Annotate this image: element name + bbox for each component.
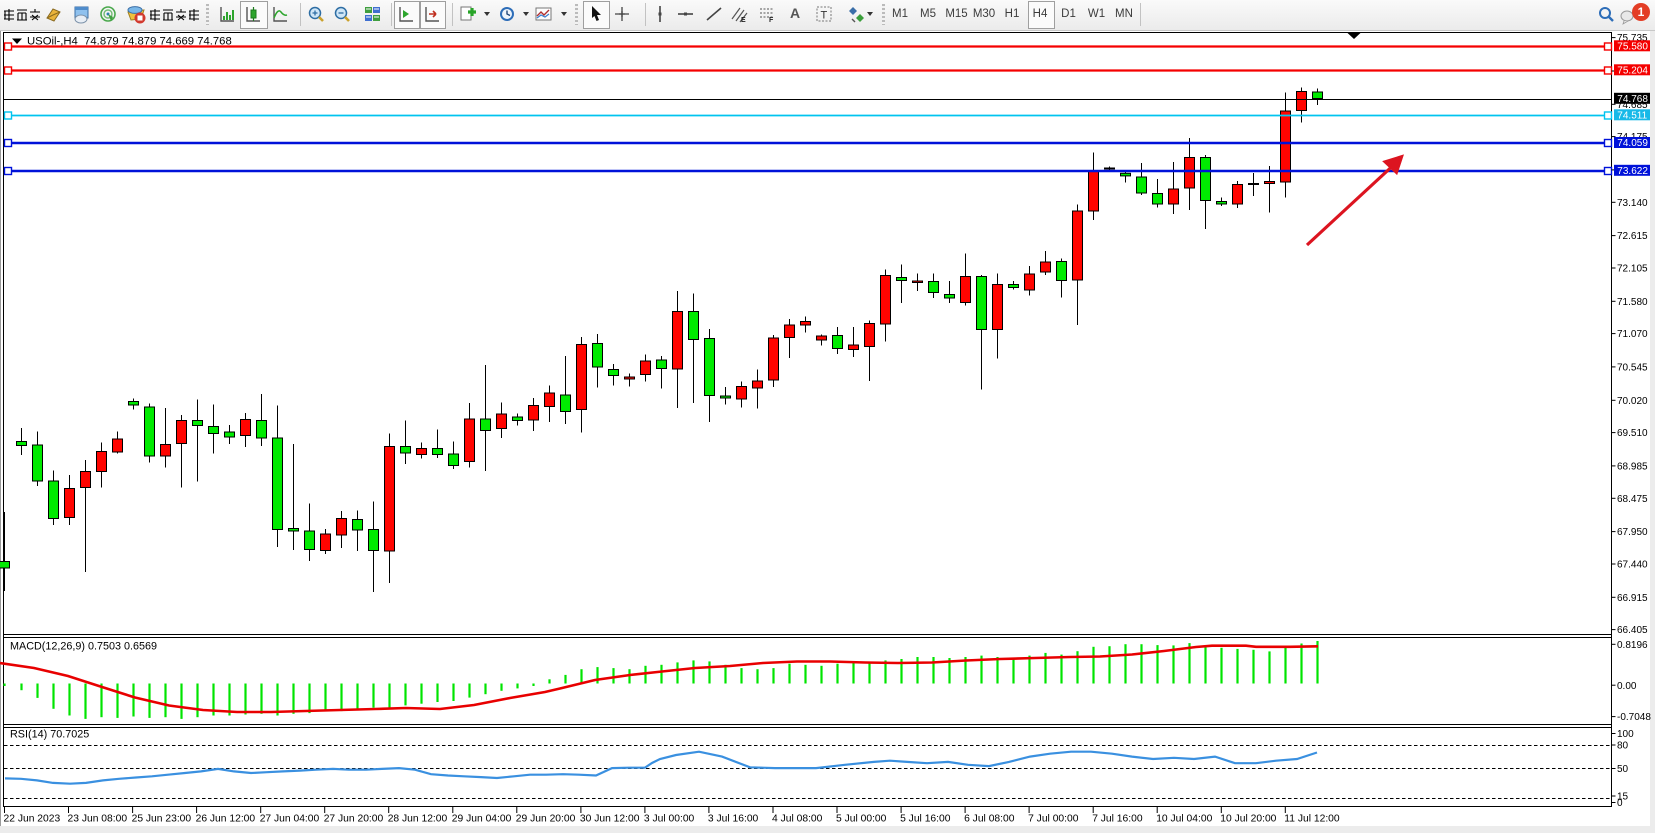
svg-text:28 Jun 12:00: 28 Jun 12:00 <box>388 814 448 825</box>
svg-text:72.105: 72.105 <box>1617 264 1648 275</box>
svg-text:4 Jul 08:00: 4 Jul 08:00 <box>772 814 823 825</box>
svg-text:74.685: 74.685 <box>1617 100 1648 111</box>
svg-text:22 Jun 2023: 22 Jun 2023 <box>4 814 61 825</box>
svg-text:66.405: 66.405 <box>1617 625 1648 636</box>
svg-text:66.915: 66.915 <box>1617 593 1648 604</box>
svg-text:75.735: 75.735 <box>1617 33 1648 44</box>
svg-text:75.580: 75.580 <box>1617 42 1648 53</box>
svg-text:5 Jul 16:00: 5 Jul 16:00 <box>900 814 951 825</box>
svg-text:26 Jun 12:00: 26 Jun 12:00 <box>196 814 256 825</box>
svg-text:25 Jun 23:00: 25 Jun 23:00 <box>132 814 192 825</box>
svg-text:68.475: 68.475 <box>1617 494 1648 505</box>
svg-text:69.510: 69.510 <box>1617 428 1648 439</box>
svg-text:10 Jul 04:00: 10 Jul 04:00 <box>1156 814 1212 825</box>
svg-text:6 Jul 08:00: 6 Jul 08:00 <box>964 814 1015 825</box>
svg-text:71.070: 71.070 <box>1617 329 1648 340</box>
svg-text:3 Jul 00:00: 3 Jul 00:00 <box>644 814 695 825</box>
svg-text:74.059: 74.059 <box>1617 138 1648 149</box>
svg-text:0.00: 0.00 <box>1617 681 1637 692</box>
svg-text:-0.7048: -0.7048 <box>1617 712 1651 723</box>
svg-text:71.580: 71.580 <box>1617 297 1648 308</box>
svg-text:27 Jun 20:00: 27 Jun 20:00 <box>324 814 384 825</box>
svg-text:7 Jul 16:00: 7 Jul 16:00 <box>1092 814 1143 825</box>
svg-text:74.768: 74.768 <box>1617 94 1648 105</box>
svg-text:75.204: 75.204 <box>1617 66 1648 77</box>
svg-text:T: T <box>821 10 828 22</box>
svg-text:100: 100 <box>1617 729 1634 740</box>
svg-text:5 Jul 00:00: 5 Jul 00:00 <box>836 814 887 825</box>
svg-text:70.020: 70.020 <box>1617 396 1648 407</box>
svg-text:50: 50 <box>1617 764 1629 775</box>
svg-text:0.8196: 0.8196 <box>1617 640 1648 651</box>
svg-text:0: 0 <box>1617 798 1623 809</box>
svg-text:RSI(14) 70.7025: RSI(14) 70.7025 <box>10 729 89 741</box>
svg-text:USOil-,H4 74.879 74.879 74.66: USOil-,H4 74.879 74.879 74.669 74.768 <box>27 36 232 48</box>
svg-text:27 Jun 04:00: 27 Jun 04:00 <box>260 814 320 825</box>
svg-text:7 Jul 00:00: 7 Jul 00:00 <box>1028 814 1079 825</box>
svg-text:70.545: 70.545 <box>1617 363 1648 374</box>
svg-text:74.511: 74.511 <box>1617 111 1647 122</box>
svg-text:10 Jul 20:00: 10 Jul 20:00 <box>1220 814 1276 825</box>
svg-text:11 Jul 12:00: 11 Jul 12:00 <box>1284 814 1340 825</box>
svg-text:73.622: 73.622 <box>1617 166 1648 177</box>
svg-text:E: E <box>741 17 746 24</box>
svg-text:72.615: 72.615 <box>1617 231 1648 242</box>
svg-text:23 Jun 08:00: 23 Jun 08:00 <box>68 814 128 825</box>
svg-text:73.140: 73.140 <box>1617 198 1648 209</box>
svg-text:30 Jun 12:00: 30 Jun 12:00 <box>580 814 640 825</box>
svg-text:80: 80 <box>1617 741 1629 752</box>
svg-text:15: 15 <box>1617 792 1629 803</box>
svg-text:F: F <box>769 17 774 24</box>
svg-text:MACD(12,26,9) 0.7503 0.6569: MACD(12,26,9) 0.7503 0.6569 <box>10 641 157 653</box>
svg-text:3 Jul 16:00: 3 Jul 16:00 <box>708 814 759 825</box>
svg-text:67.440: 67.440 <box>1617 560 1648 571</box>
svg-text:68.985: 68.985 <box>1617 462 1648 473</box>
svg-text:67.950: 67.950 <box>1617 527 1648 538</box>
svg-text:29 Jun 04:00: 29 Jun 04:00 <box>452 814 512 825</box>
svg-text:29 Jun 20:00: 29 Jun 20:00 <box>516 814 576 825</box>
